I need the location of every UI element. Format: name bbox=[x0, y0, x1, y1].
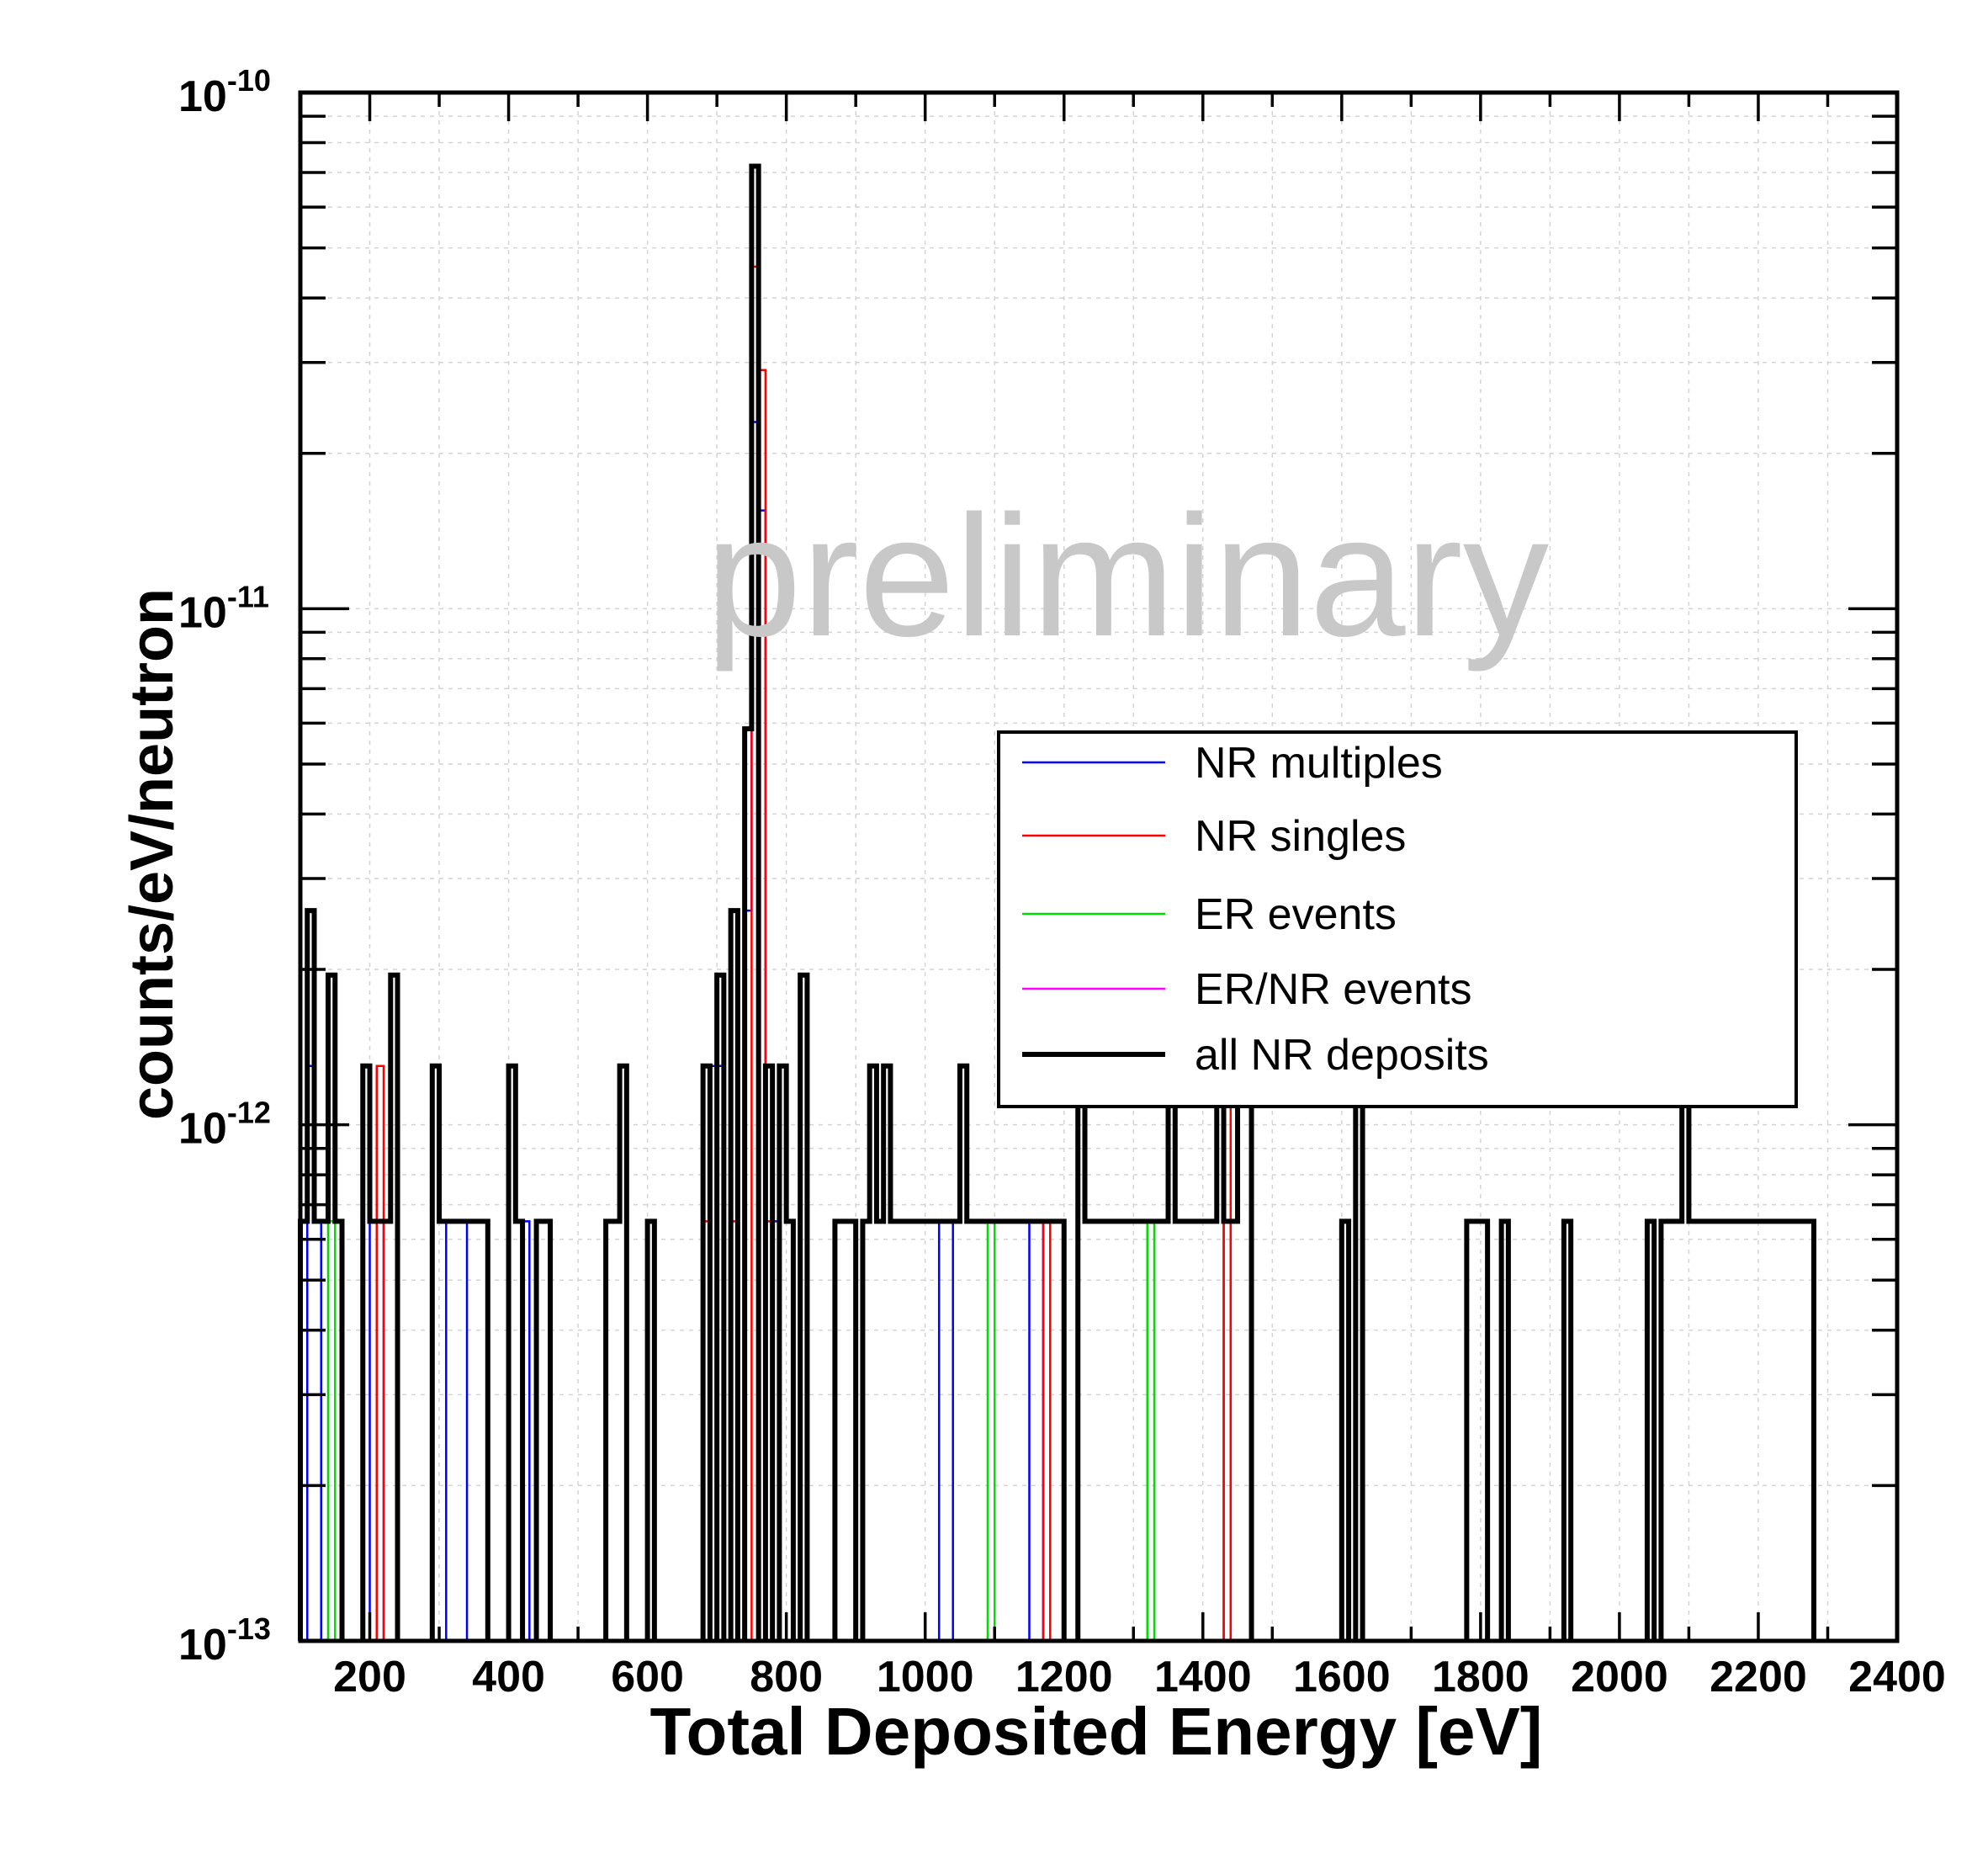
x-tick-label: 1800 bbox=[1432, 1653, 1529, 1701]
x-tick-label: 400 bbox=[472, 1653, 545, 1701]
x-tick-label: 2400 bbox=[1848, 1653, 1946, 1701]
x-tick-label: 1600 bbox=[1293, 1653, 1391, 1701]
x-tick-label: 2200 bbox=[1710, 1653, 1807, 1701]
legend-label: NR singles bbox=[1195, 812, 1406, 861]
legend: NR multiples NR singles ER events ER/NR eve… bbox=[997, 730, 1798, 1108]
plot-frame bbox=[298, 90, 1900, 1643]
y-tick-label: 10-13 bbox=[178, 1611, 271, 1670]
x-tick-label: 1400 bbox=[1154, 1653, 1252, 1701]
legend-label: all NR deposits bbox=[1195, 1031, 1489, 1080]
legend-label: ER/NR events bbox=[1195, 965, 1471, 1014]
legend-box bbox=[997, 730, 1798, 1108]
x-tick-label: 1000 bbox=[877, 1653, 974, 1701]
y-tick-label: 10-12 bbox=[178, 1096, 271, 1154]
x-tick-label: 1200 bbox=[1015, 1653, 1113, 1701]
x-tick-label: 2000 bbox=[1571, 1653, 1668, 1701]
legend-entries: NR multiples NR singles ER events ER/NR eve… bbox=[1022, 739, 1489, 1080]
x-tick-label: 600 bbox=[611, 1653, 684, 1701]
watermark-text: preliminary bbox=[706, 480, 1550, 672]
series-nr-singles bbox=[375, 265, 1233, 1641]
y-axis-title: counts/eV/neutron bbox=[119, 588, 186, 1120]
y-tick-label: 10-11 bbox=[178, 579, 269, 637]
x-tick-labels: 200 400 600 800 1000 1200 1400 1600 1800 2000 2200… bbox=[333, 1653, 1946, 1701]
x-tick-label: 800 bbox=[750, 1653, 823, 1701]
x-axis-title: Total Deposited Energy [eV] bbox=[650, 1694, 1543, 1769]
legend-label: ER events bbox=[1195, 890, 1397, 939]
y-tick-labels: 10-10 10-11 10-12 10-13 bbox=[178, 63, 271, 1670]
y-tick-label: 10-10 bbox=[178, 63, 271, 121]
legend-label: NR multiples bbox=[1195, 739, 1443, 788]
x-tick-label: 200 bbox=[333, 1653, 406, 1701]
